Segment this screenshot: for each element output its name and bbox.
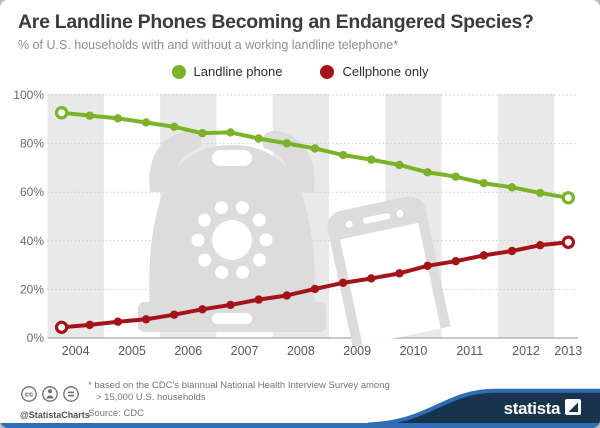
- x-tick-label-2009: 2009: [343, 344, 371, 358]
- landline-phone-point-marker: [254, 134, 263, 143]
- rotary-phone-watermark: [138, 130, 326, 332]
- y-tick-label-0: 0%: [27, 331, 45, 345]
- creative-commons-icons: cc: [21, 386, 79, 402]
- x-tick-label-2008: 2008: [287, 344, 315, 358]
- legend-label-cellphone: Cellphone only: [342, 64, 429, 79]
- year-band-2012: [497, 94, 555, 338]
- cellphone-only-point-marker: [198, 305, 207, 314]
- cellphone-only-point-marker: [451, 257, 460, 266]
- page-title: Are Landline Phones Becoming an Endanger…: [18, 11, 534, 33]
- year-band-2004: [47, 94, 104, 338]
- axis-labels: 0% 20% 40% 60% 80% 100% 2004 2005 2006 2007 2008 20…: [13, 88, 582, 358]
- y-tick-label-100: 100%: [13, 88, 44, 102]
- cellphone-only-point-marker: [367, 274, 376, 283]
- dial-hole: [236, 265, 250, 279]
- cellphone-legend-dot-icon: [320, 64, 335, 79]
- dial-hole: [259, 233, 273, 247]
- landline-phone-point-marker: [282, 139, 291, 148]
- license-badge[interactable]: cc @StatistaCharts: [20, 385, 90, 420]
- dial-hole: [215, 265, 229, 279]
- cellphone-only-point-marker: [338, 278, 348, 288]
- x-tick-label-2005: 2005: [118, 344, 146, 358]
- statista-charts-handle: @StatistaCharts: [20, 410, 90, 420]
- cellphone-only-point-marker: [226, 300, 235, 310]
- dial-hole: [235, 201, 249, 215]
- x-tick-label-2010: 2010: [400, 344, 428, 358]
- y-tick-label-20: 20%: [20, 282, 44, 296]
- cellphone-only-endpoint-marker: [54, 320, 69, 335]
- landline-phone-point-marker: [423, 168, 432, 177]
- cellphone-only-point-marker: [479, 251, 489, 260]
- cellphone-only-point-marker: [254, 295, 263, 304]
- footnote-block: * based on the CDC's biannual National H…: [88, 380, 418, 420]
- x-tick-label-2011: 2011: [456, 344, 483, 358]
- landline-phone-point-marker: [507, 183, 517, 192]
- landline-phone-point-marker: [113, 114, 123, 123]
- no-derivatives-icon: [63, 386, 79, 402]
- chart-subtitle: % of U.S. households with and without a …: [18, 38, 399, 52]
- landline-phone-point-marker: [85, 111, 94, 120]
- chart-header: Are Landline Phones Becoming an Endanger…: [18, 10, 586, 52]
- dial-hole: [197, 213, 211, 227]
- landline-phone-endpoint-marker: [561, 191, 576, 205]
- landline-phone-endpoint-marker: [54, 106, 69, 120]
- dial-hole: [253, 253, 267, 267]
- x-tick-label-2007: 2007: [231, 344, 259, 358]
- landline-phone-point-marker: [535, 188, 545, 198]
- cellphone-only-point-marker: [141, 315, 151, 324]
- landline-phone-point-marker: [198, 128, 207, 138]
- chart-legend: Landline phone Cellphone only: [0, 64, 600, 79]
- landline-legend-dot-icon: [171, 64, 186, 79]
- cellphone-only-point-marker: [507, 246, 517, 256]
- cc-icon: [21, 386, 37, 402]
- landline-phone-point-marker: [367, 155, 376, 164]
- landline-phone-point-marker: [338, 150, 348, 160]
- cellphone-only-point-marker: [535, 240, 545, 250]
- landline-phone-point-marker: [226, 128, 235, 137]
- dial-hole: [198, 253, 212, 267]
- cellphone-only-point-marker: [113, 317, 123, 326]
- attribution-icon: [42, 386, 58, 402]
- cellphone-only-point-marker: [85, 320, 94, 330]
- cellphone-only-point-marker: [282, 291, 291, 300]
- dial-hole: [191, 233, 205, 247]
- cellphone-only-point-marker: [170, 310, 179, 319]
- footnote-line-1: * based on the CDC's biannual National H…: [88, 380, 390, 391]
- landline-phone-point-marker: [141, 118, 151, 127]
- svg-text:cc: cc: [25, 390, 33, 399]
- source-label: Source: CDC: [88, 408, 144, 419]
- cellphone-only-point-marker: [395, 269, 404, 278]
- legend-item-cellphone: Cellphone only: [320, 64, 428, 79]
- x-tick-label-2004: 2004: [62, 344, 90, 358]
- dial-hole: [214, 201, 228, 215]
- y-tick-label-40: 40%: [20, 234, 44, 248]
- y-tick-label-80: 80%: [20, 137, 44, 151]
- x-tick-label-2013: 2013: [554, 344, 582, 358]
- landline-phone-point-marker: [310, 144, 320, 153]
- x-tick-label-2006: 2006: [174, 344, 202, 358]
- landline-phone-point-marker: [451, 172, 460, 181]
- data-series: [54, 106, 576, 335]
- smartphone-watermark: [327, 196, 453, 368]
- legend-item-landline: Landline phone: [171, 64, 283, 79]
- x-tick-label-2012: 2012: [512, 344, 540, 358]
- cellphone-only-point-marker: [310, 284, 320, 294]
- landline-phone-point-marker: [479, 179, 489, 188]
- landline-phone-point-marker: [170, 122, 179, 132]
- y-tick-label-60: 60%: [20, 185, 44, 199]
- footnote-line-2: > 15,000 U.S. households: [96, 392, 206, 403]
- cellphone-only-point-marker: [423, 261, 432, 271]
- landline-phone-point-marker: [395, 160, 404, 170]
- cellphone-only-endpoint-marker: [561, 235, 576, 249]
- legend-label-landline: Landline phone: [193, 64, 283, 79]
- dial-hole: [252, 213, 266, 227]
